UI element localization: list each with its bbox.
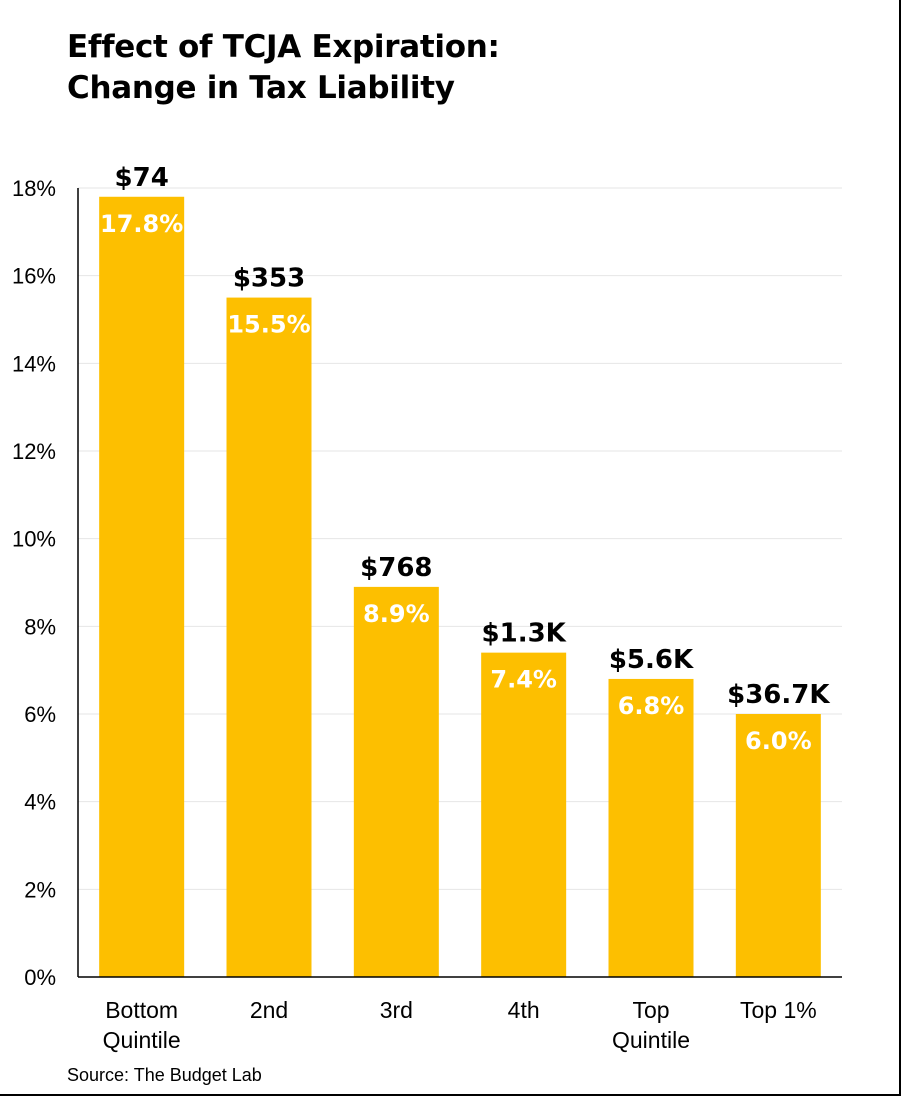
bar-value-label: 8.9% xyxy=(363,600,430,628)
y-tick-label: 4% xyxy=(24,790,56,815)
x-tick-label: Top xyxy=(632,997,669,1023)
bar xyxy=(226,297,312,977)
bar-value-label: 17.8% xyxy=(100,210,183,238)
y-tick-label: 14% xyxy=(12,351,56,376)
y-tick-label: 16% xyxy=(12,264,56,289)
y-tick-label: 2% xyxy=(24,877,56,902)
bar-dollar-label: $5.6K xyxy=(609,645,694,675)
y-tick-label: 18% xyxy=(12,176,56,201)
bar-dollar-label: $1.3K xyxy=(482,619,567,649)
x-tick-label: Bottom xyxy=(105,997,178,1023)
bars xyxy=(99,196,821,977)
chart-title-line-2: Change in Tax Liability xyxy=(67,70,455,106)
bar-dollar-label: $353 xyxy=(233,264,305,294)
x-tick-label: 4th xyxy=(508,997,540,1023)
bar-value-label: 6.0% xyxy=(745,727,812,755)
bar xyxy=(481,652,567,977)
x-tick-label: Quintile xyxy=(612,1027,690,1053)
y-tick-label: 6% xyxy=(24,702,56,727)
y-tick-label: 0% xyxy=(24,965,56,990)
x-tick-label: 2nd xyxy=(250,997,288,1023)
bar xyxy=(99,196,185,977)
bar-value-label: 15.5% xyxy=(227,311,310,339)
gridlines xyxy=(78,187,842,890)
y-tick-label: 12% xyxy=(12,439,56,464)
chart-title: Effect of TCJA Expiration: Change in Tax… xyxy=(67,27,500,109)
bar-dollar-label: $768 xyxy=(360,553,432,583)
source-note: Source: The Budget Lab xyxy=(67,1065,262,1085)
bar-dollar-label: $74 xyxy=(115,163,169,193)
y-tick-label: 10% xyxy=(12,527,56,552)
bar-value-label: 6.8% xyxy=(618,692,685,720)
bar xyxy=(608,678,694,977)
bar-value-label: 7.4% xyxy=(490,666,557,694)
bar xyxy=(735,714,821,977)
bar xyxy=(353,586,439,977)
bar-dollar-label: $36.7K xyxy=(727,680,830,710)
y-tick-label: 8% xyxy=(24,614,56,639)
x-tick-label: 3rd xyxy=(380,997,413,1023)
axes: 0% 2% 4% 6% 8% 10% 12% 14% 16% 18% Bottom Quintile 2… xyxy=(12,176,842,1053)
x-tick-label: Quintile xyxy=(103,1027,181,1053)
x-tick-label: Top 1% xyxy=(740,997,817,1023)
data-labels: 17.8% $74 15.5% $353 8.9% $768 7.4% $1.3K 6.8% $5… xyxy=(100,163,830,755)
chart-title-line-1: Effect of TCJA Expiration: xyxy=(67,29,500,65)
